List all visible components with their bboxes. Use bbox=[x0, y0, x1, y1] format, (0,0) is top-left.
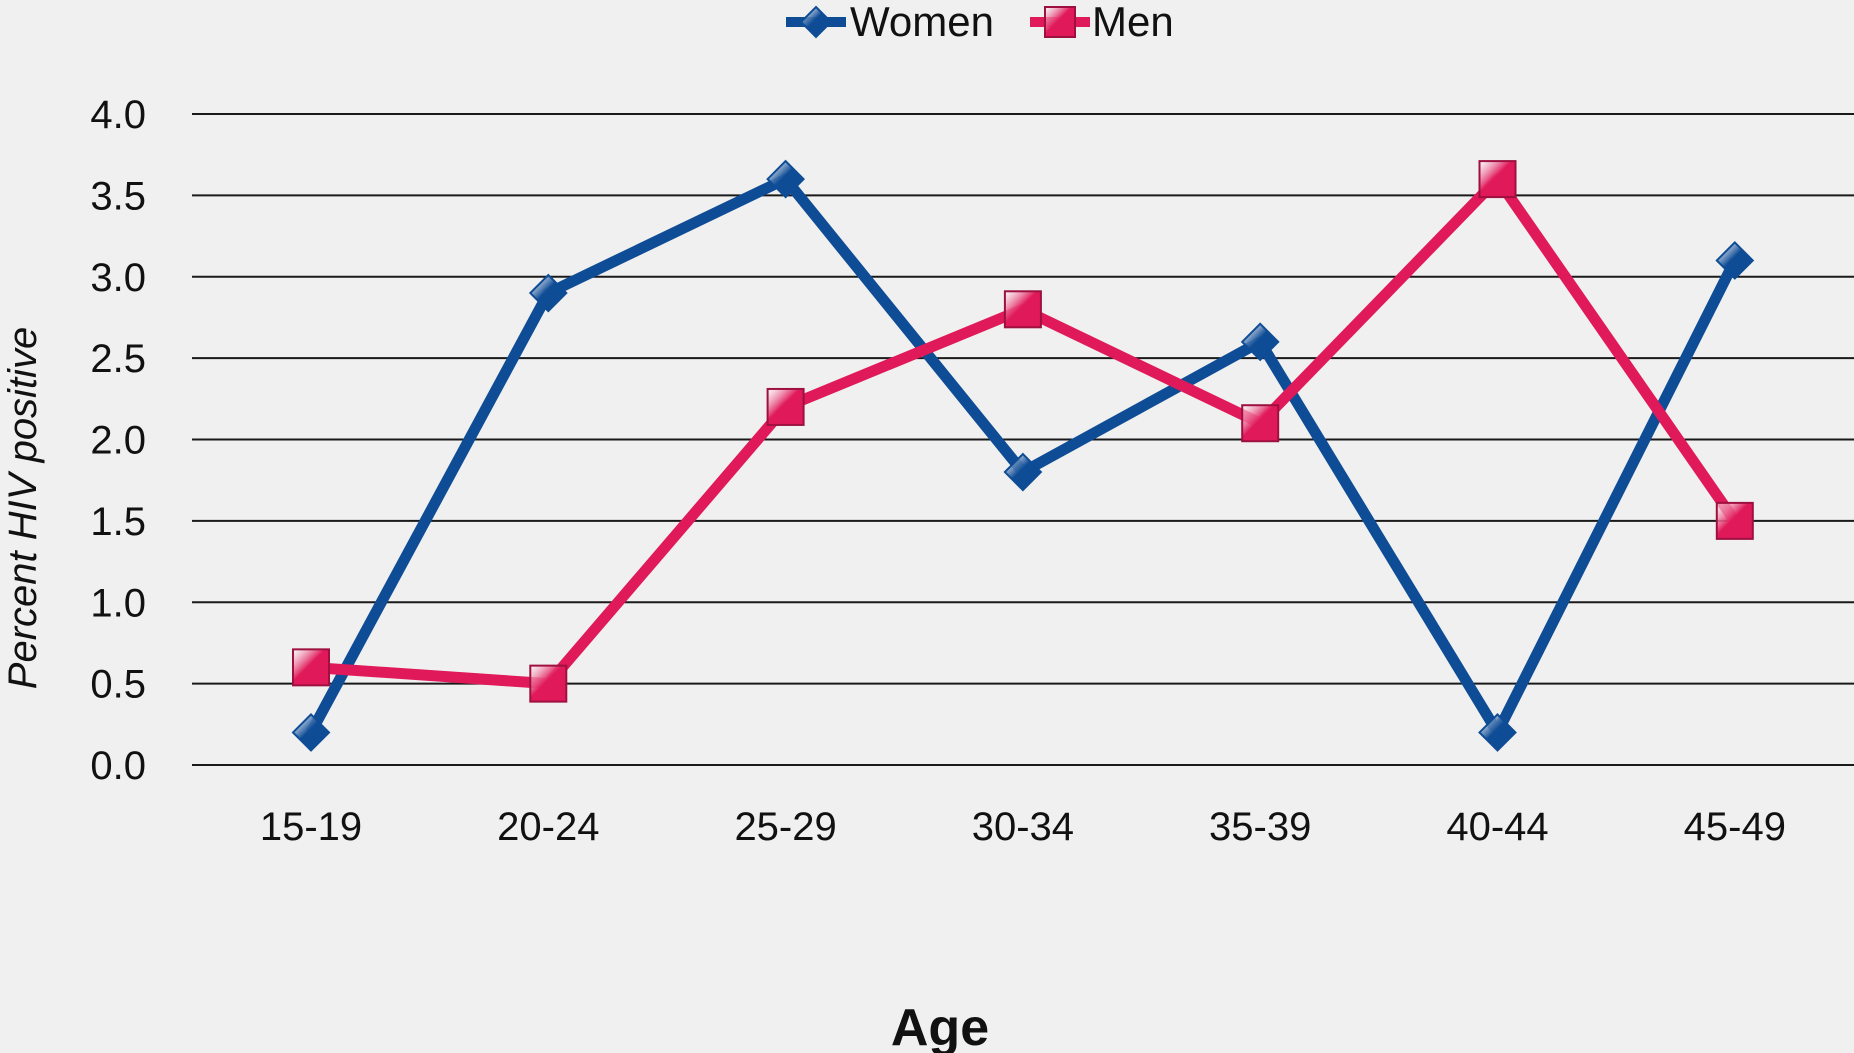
data-point-men bbox=[1715, 501, 1754, 540]
x-tick-label: 40-44 bbox=[1446, 805, 1548, 849]
y-tick-label: 0.0 bbox=[90, 744, 146, 788]
series-women bbox=[291, 159, 1755, 752]
data-point-men bbox=[1241, 404, 1280, 443]
y-axis-title: Percent HIV positive bbox=[1, 327, 45, 689]
data-point-men bbox=[292, 648, 330, 687]
y-tick-label: 4.0 bbox=[90, 93, 146, 137]
y-tick-label: 1.0 bbox=[90, 581, 146, 625]
data-point-women bbox=[1003, 452, 1043, 492]
legend-entry-men: Men bbox=[1030, 0, 1174, 45]
data-point-women bbox=[1240, 322, 1280, 362]
x-tick-label: 15-19 bbox=[260, 805, 362, 849]
gridlines bbox=[192, 113, 1854, 766]
legend-entry-women: Women bbox=[786, 0, 994, 45]
y-tick-label: 1.5 bbox=[90, 500, 146, 544]
data-point-men bbox=[1003, 290, 1042, 329]
y-tick-label: 3.0 bbox=[90, 256, 146, 300]
x-tick-label: 20-24 bbox=[497, 805, 599, 849]
x-tick-label: 25-29 bbox=[734, 805, 836, 849]
data-point-women bbox=[291, 713, 331, 752]
legend-label: Men bbox=[1092, 0, 1174, 45]
x-axis-title: Age bbox=[891, 999, 989, 1053]
y-tick-label: 3.5 bbox=[90, 174, 146, 218]
y-tick-label: 0.5 bbox=[90, 663, 146, 707]
x-tick-label: 30-34 bbox=[972, 805, 1074, 849]
y-tick-label: 2.0 bbox=[90, 419, 146, 463]
data-point-women bbox=[1478, 713, 1517, 752]
data-point-women bbox=[528, 273, 568, 313]
x-axis-ticks: 15-19 20-24 25-29 30-34 35-39 40-44 45-49 bbox=[260, 805, 1786, 849]
legend-marker bbox=[799, 5, 833, 39]
data-point-men bbox=[1478, 160, 1517, 199]
y-axis-ticks: 0.0 0.5 1.0 1.5 2.0 2.5 3.0 3.5 4.0 bbox=[90, 93, 146, 788]
series-line-men bbox=[310, 173, 1740, 690]
y-tick-label: 2.5 bbox=[90, 337, 146, 381]
data-point-men bbox=[766, 387, 805, 426]
x-tick-label: 45-49 bbox=[1684, 805, 1786, 849]
data-point-women bbox=[1715, 241, 1755, 280]
data-point-women bbox=[766, 159, 806, 199]
legend-marker bbox=[1044, 6, 1076, 38]
legend-label: Women bbox=[850, 0, 994, 45]
legend: Women Men bbox=[786, 0, 1174, 45]
series-men bbox=[292, 160, 1754, 703]
series-lines bbox=[291, 159, 1755, 752]
x-tick-label: 35-39 bbox=[1209, 805, 1311, 849]
data-point-men bbox=[529, 664, 568, 703]
